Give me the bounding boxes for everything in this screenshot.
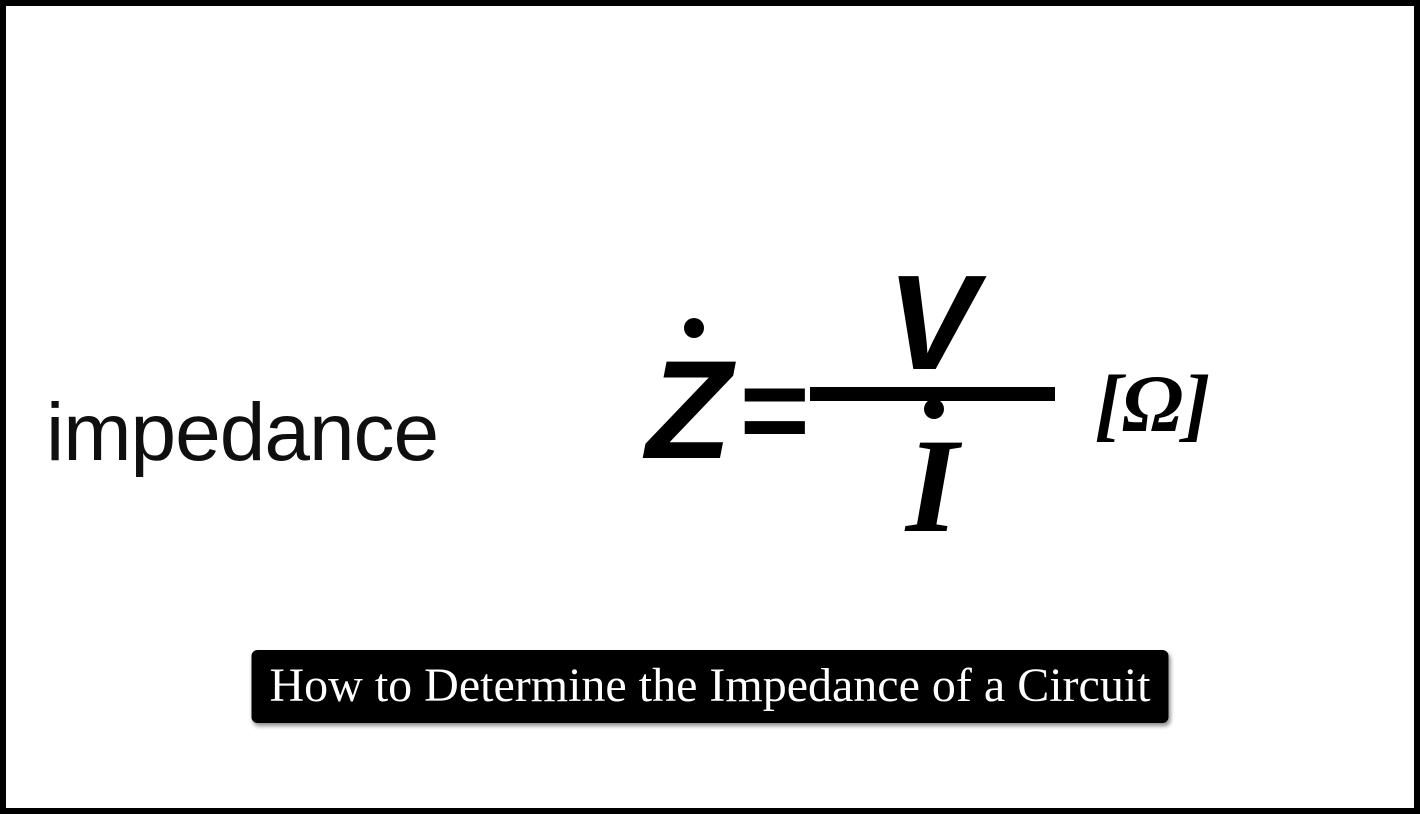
dot-over-z-icon: [684, 318, 704, 338]
equals-sign: =: [738, 350, 800, 470]
symbol-z: Z: [646, 331, 732, 488]
dot-over-i-icon: [924, 399, 944, 419]
fraction: V I: [810, 266, 1055, 554]
numerator-v: V: [887, 266, 977, 381]
caption-banner: How to Determine the Impedance of a Circ…: [251, 650, 1168, 723]
impedance-formula: Z = V I [Ω]: [646, 266, 1210, 554]
figure-frame: impedance Z = V I [Ω] How to Determine t…: [0, 0, 1420, 814]
symbol-i: I: [906, 412, 959, 561]
term-label: impedance: [46, 386, 438, 480]
denominator-i: I: [906, 419, 959, 554]
formula-lhs-z: Z: [646, 340, 732, 480]
unit-ohm: [Ω]: [1095, 363, 1211, 445]
